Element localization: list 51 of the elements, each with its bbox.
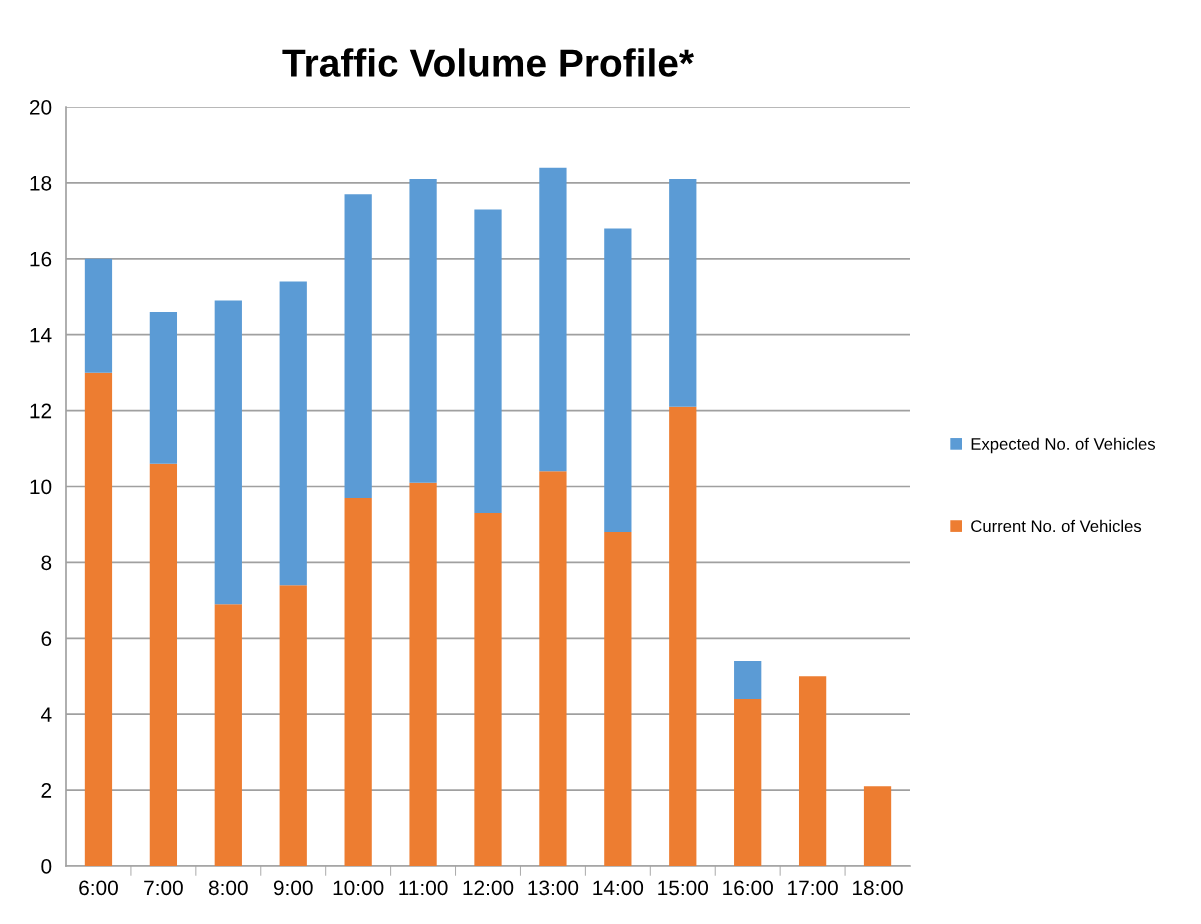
bar	[84, 258, 113, 373]
bar	[539, 167, 567, 472]
chart-title: Traffic Volume Profile*	[282, 48, 694, 77]
bar	[344, 194, 372, 498]
x-tick-label: 11:00	[399, 880, 448, 896]
y-tick-label: 12	[30, 403, 52, 419]
bar	[279, 585, 307, 866]
bar	[149, 463, 178, 866]
y-tick-label: 18	[30, 175, 52, 191]
legend-label: Expected No. of Vehicles	[971, 437, 1156, 454]
bar	[474, 513, 502, 866]
y-tick-label: 16	[30, 251, 52, 267]
bar	[798, 676, 827, 866]
x-tick-label: 18:00	[853, 880, 903, 896]
x-tick-label: 16:00	[723, 880, 773, 896]
x-tick-label: 10:00	[333, 880, 384, 896]
y-tick-label: 8	[41, 555, 52, 571]
y-tick-label: 14	[30, 327, 52, 343]
bar	[669, 406, 697, 866]
bar	[214, 604, 242, 866]
x-tick-label: 15:00	[658, 880, 709, 896]
y-tick-label: 2	[41, 783, 52, 798]
bar	[539, 471, 567, 866]
x-tick-label: 6:00	[79, 880, 118, 896]
bar	[863, 786, 892, 866]
bar	[604, 532, 632, 866]
x-tick-label: 7:00	[144, 880, 183, 896]
bar	[84, 372, 113, 866]
bar	[409, 179, 437, 483]
bar	[409, 482, 437, 866]
x-tick-label: 9:00	[273, 880, 313, 896]
bar	[734, 699, 762, 866]
y-tick-label: 4	[41, 707, 52, 722]
bar	[669, 179, 697, 407]
bar	[604, 228, 632, 533]
x-tick-label: 14:00	[593, 880, 644, 896]
bar	[734, 661, 762, 700]
bar	[149, 311, 178, 464]
y-tick-label: 6	[41, 631, 52, 647]
y-tick-label: 0	[41, 859, 52, 874]
bar	[474, 209, 502, 514]
bar	[344, 497, 372, 866]
x-tick-label: 8:00	[208, 880, 248, 896]
bar	[279, 281, 307, 586]
x-tick-label: 13:00	[528, 880, 579, 896]
y-tick-label: 10	[30, 479, 52, 495]
bar	[214, 300, 242, 605]
legend-label: Current No. of Vehicles	[971, 519, 1142, 533]
y-tick-label: 20	[29, 100, 52, 115]
x-tick-label: 17:00	[788, 880, 838, 896]
x-tick-label: 12:00	[463, 880, 514, 896]
